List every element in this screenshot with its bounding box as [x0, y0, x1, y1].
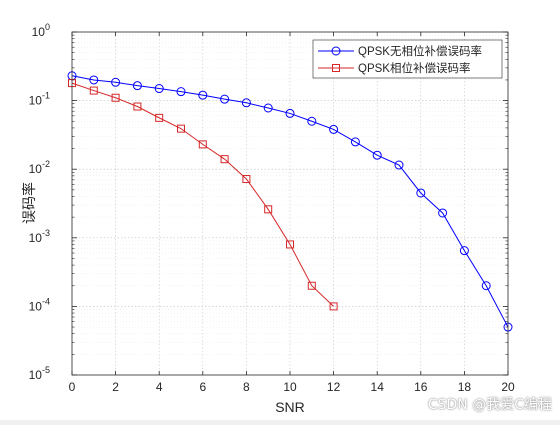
- data-point: [241, 98, 251, 108]
- x-tick-label: 20: [501, 380, 515, 394]
- x-tick-label: 10: [283, 380, 297, 394]
- data-point: [220, 155, 229, 164]
- y-tick-label: 10-4: [29, 296, 50, 313]
- data-point: [154, 84, 164, 94]
- legend: QPSK无相位补偿误码率 QPSK相位补偿误码率: [312, 39, 503, 79]
- legend-marker-square: [332, 64, 340, 72]
- legend-entry-compensation: QPSK相位补偿误码率: [358, 61, 470, 75]
- data-point: [133, 102, 142, 111]
- x-tick-label: 14: [371, 380, 385, 394]
- x-tick-label: 4: [156, 380, 163, 394]
- x-axis-label: SNR: [275, 399, 305, 415]
- legend-box: [312, 39, 503, 79]
- y-axis-label: 误码率: [21, 182, 37, 224]
- data-point: [176, 87, 186, 97]
- data-point: [111, 77, 121, 87]
- data-point: [307, 281, 316, 290]
- data-point: [285, 108, 295, 118]
- y-tick-label: 10-3: [29, 228, 50, 245]
- x-tick-label: 16: [414, 380, 428, 394]
- x-tick-label: 12: [327, 380, 341, 394]
- x-tick-label: 0: [69, 380, 76, 394]
- data-point: [198, 140, 207, 149]
- data-point: [350, 137, 360, 147]
- ticks: 0 2 4 6 8 10 12 14 16 18 20 100 10-1 10-2 10-3 10-4 10-5: [29, 22, 515, 394]
- data-point: [438, 208, 448, 218]
- legend-marker-circle: [331, 46, 341, 56]
- plot-series: [67, 71, 513, 332]
- grid: [72, 32, 508, 375]
- data-point: [264, 205, 273, 214]
- data-point: [89, 86, 98, 95]
- y-tick-label: 10-2: [29, 159, 50, 176]
- data-point: [286, 240, 294, 249]
- data-point: [242, 174, 251, 183]
- x-tick-label: 6: [199, 380, 206, 394]
- data-point: [111, 93, 120, 102]
- data-point: [132, 81, 142, 91]
- series-line-0: [71, 75, 509, 328]
- legend-entry-no-compensation: QPSK无相位补偿误码率: [358, 44, 482, 58]
- series-line-1: [71, 82, 334, 307]
- data-point: [307, 116, 317, 126]
- x-tick-label: 18: [458, 380, 472, 394]
- data-point: [177, 124, 185, 133]
- watermark: CSDN @我爱C编程: [427, 397, 552, 413]
- data-point: [263, 103, 273, 113]
- data-point: [394, 160, 404, 170]
- data-point: [89, 75, 99, 85]
- y-tick-label: 10-1: [29, 91, 50, 108]
- x-tick-label: 8: [243, 380, 250, 394]
- data-point: [329, 302, 338, 311]
- data-point: [198, 90, 208, 100]
- y-tick-label: 100: [32, 22, 50, 39]
- y-tick-label: 10-5: [29, 365, 50, 382]
- data-point: [329, 124, 339, 134]
- data-point: [220, 94, 230, 104]
- data-point: [416, 188, 426, 198]
- data-point: [155, 113, 164, 122]
- x-tick-label: 2: [112, 380, 119, 394]
- data-point: [372, 150, 382, 160]
- data-point: [459, 246, 469, 256]
- data-point: [481, 281, 491, 291]
